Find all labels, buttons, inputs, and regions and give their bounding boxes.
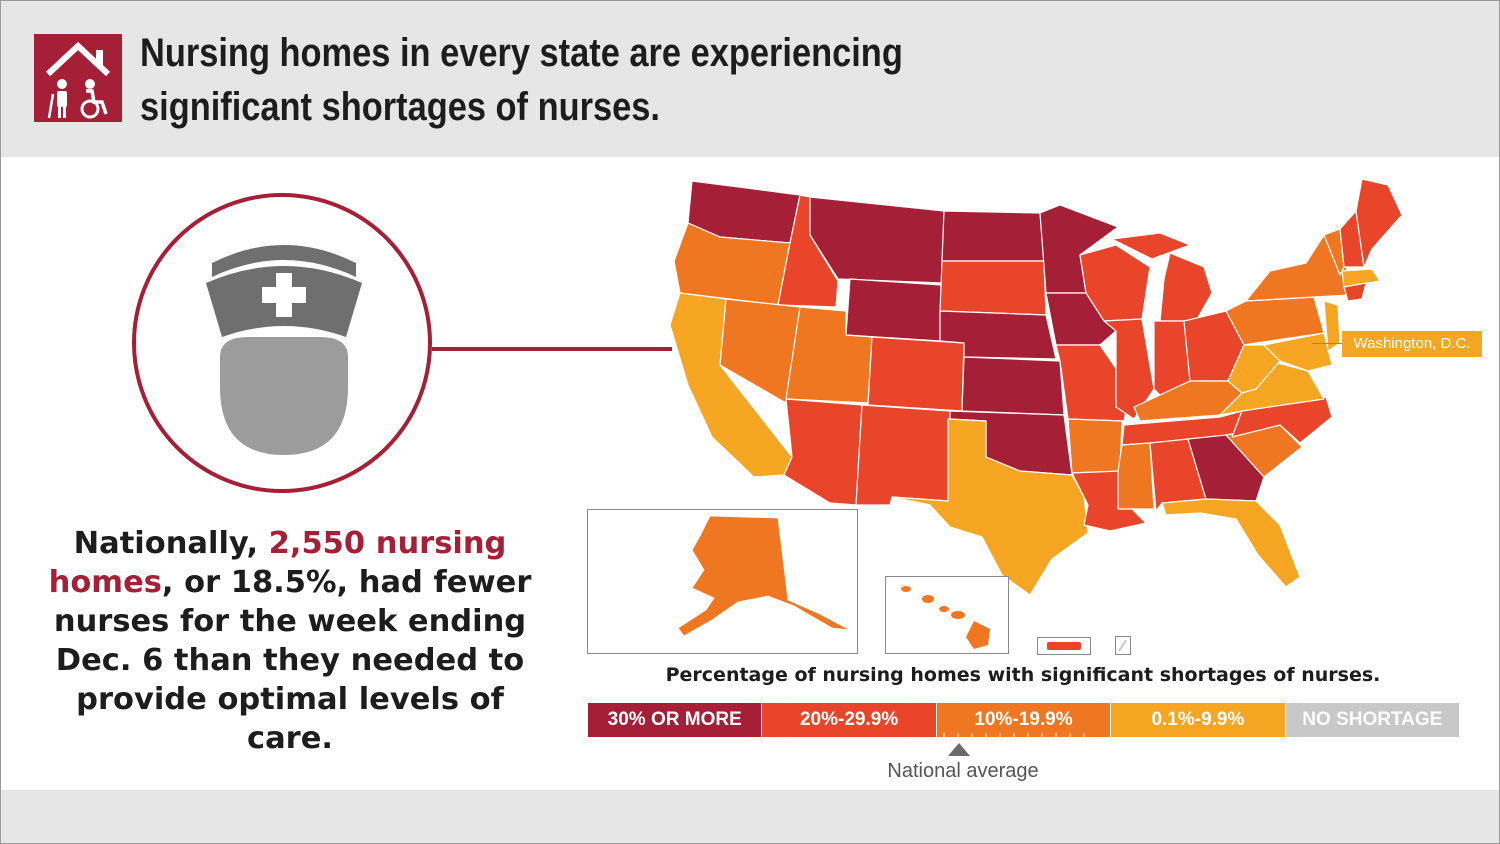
state-az [783,398,863,506]
state-md [1263,332,1333,372]
state-co [867,336,965,412]
state-mo [1055,344,1131,422]
state-nm [855,404,951,506]
state-ks [961,356,1065,416]
connector-line [432,347,672,351]
dc-leader-line [1312,343,1342,344]
national-stat-text: Nationally, 2,550 nursing homes, or 18.5… [30,524,550,758]
state-mi [1159,252,1213,322]
dc-label: Washington, D.C. [1342,331,1482,357]
state-nd [941,210,1045,262]
stat-text-2: , or 18.5%, had fewer nurses for the wee… [53,565,532,756]
state-ms [1117,442,1155,510]
state-ma [1341,268,1381,288]
national-average-marker [948,743,970,756]
legend-20-29: 20%-29.9% [762,703,937,737]
virgin-islands-inset [1115,636,1131,655]
legend: 30% OR MORE 20%-29.9% 10%-19.9% 0.1%-9.9… [588,703,1460,737]
legend-title: Percentage of nursing homes with signifi… [665,664,1381,686]
state-fl [1161,498,1301,588]
puerto-rico-inset [1037,637,1091,655]
stat-highlight: 2,550 nursing homes [48,526,507,600]
state-ct [1343,282,1367,302]
header-bar [1,1,1499,157]
state-me [1355,178,1403,268]
nurse-icon-circle [132,193,432,493]
state-il [1103,318,1155,420]
state-mi-upper [1111,232,1191,260]
legend-0-9: 0.1%-9.9% [1111,703,1286,737]
hawaii-inset [885,576,1009,654]
legend-ticks [943,733,1085,737]
nurse-icon [206,245,362,455]
state-sd [939,260,1047,316]
legend-no-shortage: NO SHORTAGE [1285,703,1460,737]
state-mt [809,196,945,284]
alaska-inset [587,509,858,654]
state-ga [1187,434,1265,502]
page-title: Nursing homes in every state are experie… [140,26,903,134]
state-tx [891,418,1089,596]
nursing-home-icon [34,34,122,122]
us-map [669,178,1403,596]
legend-10-19: 10%-19.9% [936,703,1112,737]
title-line-2: significant shortages of nurses. [140,85,660,129]
state-ar [1067,418,1123,474]
footer-bar [1,790,1499,843]
national-average-label: National average [887,760,1039,782]
stat-text-1: Nationally, [73,526,269,561]
legend-30-plus: 30% OR MORE [588,703,763,737]
state-wy [845,278,943,342]
title-line-1: Nursing homes in every state are experie… [140,31,903,75]
